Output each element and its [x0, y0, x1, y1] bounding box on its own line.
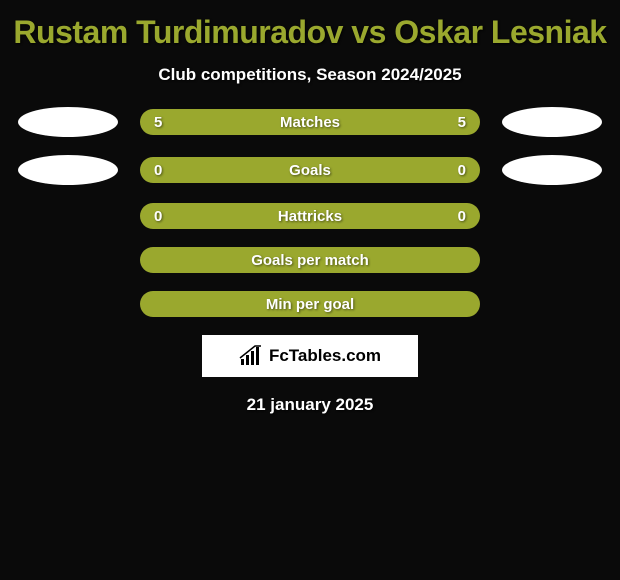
player1-avatar	[18, 107, 118, 137]
stat-label: Hattricks	[278, 208, 342, 225]
stat-row-matches: 5 Matches 5	[10, 107, 610, 137]
player2-avatar	[502, 107, 602, 137]
stat-label: Matches	[280, 114, 340, 131]
subtitle: Club competitions, Season 2024/2025	[0, 55, 620, 107]
stat-value-left: 5	[154, 114, 162, 131]
stat-bar: 5 Matches 5	[140, 109, 480, 135]
stat-bar: 0 Hattricks 0	[140, 203, 480, 229]
stat-bar: Min per goal	[140, 291, 480, 317]
branding-badge[interactable]: FcTables.com	[202, 335, 418, 377]
stat-value-left: 0	[154, 208, 162, 225]
stat-row-hattricks: 0 Hattricks 0	[10, 203, 610, 229]
chart-icon	[239, 345, 265, 367]
stat-value-left: 0	[154, 162, 162, 179]
player1-avatar	[18, 155, 118, 185]
stat-label: Goals	[289, 162, 331, 179]
stat-row-mpg: Min per goal	[10, 291, 610, 317]
branding-text: FcTables.com	[269, 346, 381, 366]
stat-bar: 0 Goals 0	[140, 157, 480, 183]
page-title: Rustam Turdimuradov vs Oskar Lesniak	[0, 0, 620, 55]
stat-value-right: 0	[458, 208, 466, 225]
date-text: 21 january 2025	[0, 377, 620, 415]
stat-row-goals: 0 Goals 0	[10, 155, 610, 185]
stat-row-gpm: Goals per match	[10, 247, 610, 273]
player2-avatar	[502, 155, 602, 185]
stat-label: Goals per match	[251, 252, 369, 269]
stat-bar: Goals per match	[140, 247, 480, 273]
stat-label: Min per goal	[266, 296, 354, 313]
stat-value-right: 0	[458, 162, 466, 179]
stat-value-right: 5	[458, 114, 466, 131]
